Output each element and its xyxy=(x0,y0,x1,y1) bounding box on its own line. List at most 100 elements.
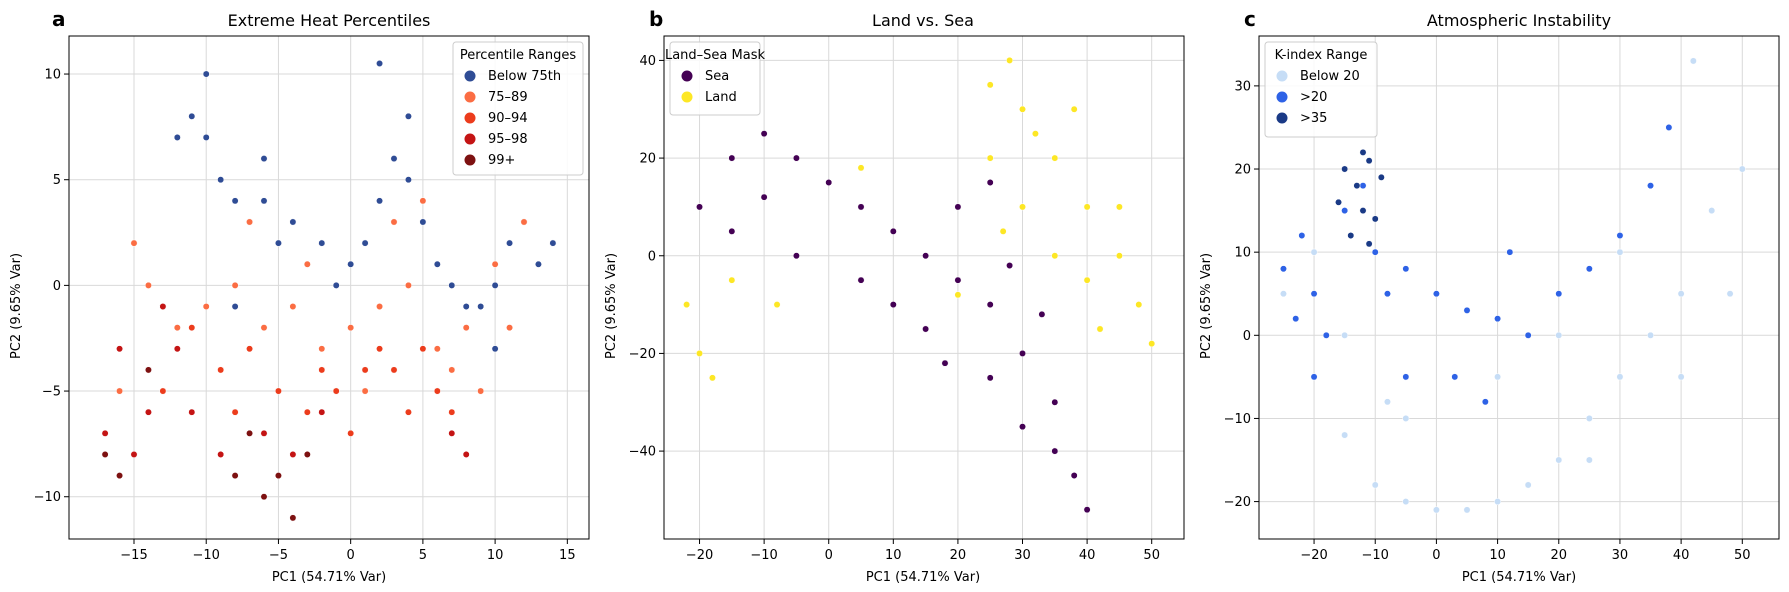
panel-b-point xyxy=(1051,252,1059,260)
panel-b-point xyxy=(728,276,736,284)
panel-a-point xyxy=(202,70,210,78)
panel-c-legend-label: >35 xyxy=(1300,111,1327,126)
panel-a-point xyxy=(491,345,499,353)
panel-a-legend-box xyxy=(452,41,584,176)
panel-b-point xyxy=(999,227,1007,235)
panel-c-point xyxy=(1555,456,1563,464)
panel-c-point xyxy=(1585,265,1593,273)
panel-a-point xyxy=(506,324,514,332)
panel-c-point xyxy=(1310,290,1318,298)
panel-a-series-1 xyxy=(116,197,528,395)
panel-c-xtick-label: 10 xyxy=(1489,548,1506,563)
panel-c-point xyxy=(1555,331,1563,339)
panel-b-point xyxy=(696,349,703,357)
panel-a-point xyxy=(318,366,326,374)
panel-c-ytick-label: −20 xyxy=(1224,495,1251,510)
panel-b-point xyxy=(1051,398,1059,406)
panel-b-ytick-label: −40 xyxy=(629,445,656,460)
panel-a-point xyxy=(260,493,268,501)
panel-b-xtick-label: 40 xyxy=(1079,548,1096,563)
panel-a-point xyxy=(361,239,369,247)
panel-b-xlabel: PC1 (54.71% Var) xyxy=(866,570,980,585)
panel-a-point xyxy=(246,218,254,226)
panel-a-point xyxy=(347,260,355,268)
panel-c-point xyxy=(1359,148,1367,156)
panel-a-point xyxy=(491,260,499,268)
panel-c-xtick-label: 20 xyxy=(1550,548,1567,563)
panel-a-point xyxy=(116,345,124,353)
panel-a-point xyxy=(130,239,138,247)
panel-a-point xyxy=(289,303,297,310)
panel-a-point xyxy=(318,345,326,353)
panel-c-legend-label: Below 20 xyxy=(1300,69,1360,84)
panel-a-point xyxy=(347,324,355,332)
panel-c-point xyxy=(1616,232,1624,239)
panel-c-point xyxy=(1585,456,1593,464)
panel-c-ylabel: PC2 (9.65% Var) xyxy=(1199,253,1214,359)
panel-c-point xyxy=(1310,373,1318,381)
panel-b-point xyxy=(857,164,865,172)
panel-c-point xyxy=(1494,315,1502,323)
panel-b-point xyxy=(760,193,768,201)
panel-b-legend-box xyxy=(669,41,761,116)
panel-b-point xyxy=(1096,325,1104,333)
panel-c-point xyxy=(1616,248,1624,256)
panel-a-xtick-label: 5 xyxy=(419,548,427,563)
panel-c-point xyxy=(1665,124,1673,131)
panel-b-point xyxy=(889,301,897,309)
panel-b-point xyxy=(941,359,949,367)
panel-c-point xyxy=(1726,290,1734,298)
panel-c-point xyxy=(1341,165,1349,173)
panel-c-xlabel: PC1 (54.71% Var) xyxy=(1462,570,1576,585)
panel-a-point xyxy=(130,451,138,458)
panel-a-point xyxy=(188,408,196,416)
panel-c-point xyxy=(1506,248,1514,256)
panel-b-xtick-label: 30 xyxy=(1014,548,1031,563)
panel-a-point xyxy=(433,345,441,353)
panel-a-legend-label: 99+ xyxy=(488,153,515,168)
panel-b-point xyxy=(792,252,800,260)
panel-a-point xyxy=(332,387,340,395)
panel-c-point xyxy=(1341,331,1349,339)
panel-b-point xyxy=(1083,203,1091,211)
panel-c-ytick-label: 30 xyxy=(1234,79,1251,94)
panel-a-point xyxy=(231,281,239,289)
panel-c-point xyxy=(1677,290,1685,298)
panel-a-point xyxy=(260,324,268,332)
panel-b-point xyxy=(986,301,994,309)
panel-a-point xyxy=(217,366,225,374)
panel-c-point xyxy=(1524,481,1532,489)
panel-b-point xyxy=(1019,203,1026,211)
panel-b-point xyxy=(954,276,962,284)
panel-a-point xyxy=(246,345,254,353)
panel-c-point xyxy=(1555,290,1563,298)
panel-c-point xyxy=(1292,315,1300,323)
panel-a-xtick-label: −10 xyxy=(193,548,220,563)
panel-a-point xyxy=(433,387,441,395)
panel-b-frame xyxy=(663,35,1185,540)
panel-b-point xyxy=(889,227,897,235)
panel-a-point xyxy=(404,281,412,289)
panel-a-point xyxy=(448,408,456,416)
panel-b-legend: Land–Sea Mask Sea Land xyxy=(665,41,765,116)
panel-a-legend-label: 75–89 xyxy=(488,90,528,105)
panel-a-xlabel: PC1 (54.71% Var) xyxy=(272,570,386,585)
panel-b-ytick-label: 40 xyxy=(639,54,656,69)
panel-c-point xyxy=(1524,331,1532,339)
panel-c-series-1 xyxy=(1280,124,1673,406)
panel-a-point xyxy=(246,429,254,437)
panel-c-point xyxy=(1689,57,1697,65)
panel-c-point xyxy=(1371,248,1379,256)
panel-a-point xyxy=(274,387,282,395)
panel-c-xtick-label: −10 xyxy=(1362,548,1389,563)
panel-a-point xyxy=(101,429,109,437)
panel-b-title: Land vs. Sea xyxy=(872,11,974,30)
panel-b-point xyxy=(986,374,994,382)
panel-b-legend-label: Land xyxy=(705,90,737,105)
panel-b: b Land vs. Sea PC1 (54.71% Var) PC2 (9.6… xyxy=(604,7,1185,585)
panel-a-point xyxy=(217,176,225,184)
panel-a-point xyxy=(448,366,456,374)
panel-c-legend: K-index Range Below 20 >20 >35 xyxy=(1264,41,1378,138)
panel-letter-b: b xyxy=(649,7,663,31)
panel-c-xtick-label: −20 xyxy=(1300,548,1327,563)
